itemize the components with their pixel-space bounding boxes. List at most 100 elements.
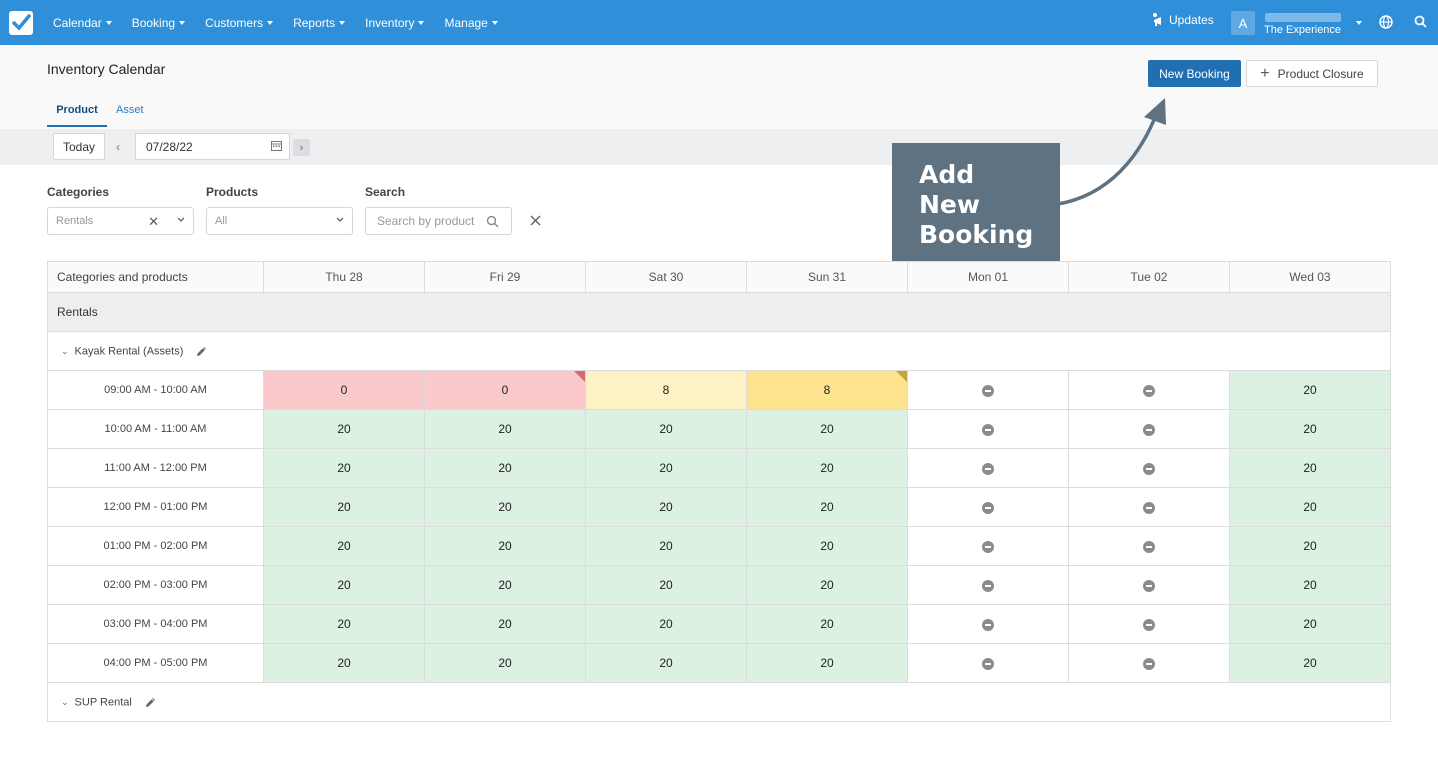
globe-icon[interactable] — [1379, 15, 1393, 29]
page-header — [0, 45, 1438, 129]
time-slot-label: 11:00 AM - 12:00 PM — [47, 448, 264, 488]
availability-cell[interactable]: 20 — [263, 604, 425, 644]
clear-filters-close-icon[interactable] — [529, 214, 542, 227]
nav-calendar[interactable]: Calendar — [53, 16, 112, 30]
closed-cell[interactable] — [1068, 409, 1230, 449]
availability-cell[interactable]: 20 — [746, 526, 908, 566]
updates-button[interactable]: Updates — [1152, 13, 1214, 27]
next-chevron-icon[interactable]: › — [293, 139, 310, 156]
availability-cell[interactable]: 20 — [1229, 604, 1391, 644]
minus-circle-icon — [982, 657, 994, 670]
availability-cell[interactable]: 20 — [585, 526, 747, 566]
search-icon[interactable] — [1414, 15, 1427, 28]
closed-cell[interactable] — [1068, 643, 1230, 683]
closed-cell[interactable] — [907, 409, 1069, 449]
nav-booking[interactable]: Booking — [132, 16, 186, 30]
availability-cell[interactable]: 20 — [424, 487, 586, 527]
availability-cell[interactable]: 20 — [1229, 448, 1391, 488]
closed-cell[interactable] — [907, 448, 1069, 488]
closed-cell[interactable] — [1068, 526, 1230, 566]
availability-cell[interactable]: 20 — [1229, 565, 1391, 605]
annotation-line: Add — [919, 160, 975, 189]
availability-cell[interactable]: 20 — [746, 604, 908, 644]
prev-chevron-icon[interactable]: ‹ — [116, 140, 120, 154]
products-select[interactable]: All — [206, 207, 353, 235]
closed-cell[interactable] — [907, 487, 1069, 527]
availability-cell[interactable]: 20 — [424, 409, 586, 449]
availability-cell[interactable]: 20 — [263, 487, 425, 527]
availability-cell[interactable]: 20 — [263, 565, 425, 605]
avatar[interactable]: A — [1231, 11, 1255, 35]
availability-cell[interactable]: 20 — [1229, 487, 1391, 527]
availability-cell[interactable]: 20 — [585, 565, 747, 605]
availability-cell[interactable]: 20 — [746, 565, 908, 605]
new-booking-button[interactable]: New Booking — [1148, 60, 1241, 87]
availability-count: 20 — [820, 461, 834, 475]
nav-manage[interactable]: Manage — [444, 16, 498, 30]
availability-count: 0 — [501, 383, 509, 397]
availability-cell[interactable]: 20 — [424, 448, 586, 488]
closed-cell[interactable] — [907, 604, 1069, 644]
availability-cell[interactable]: 20 — [263, 643, 425, 683]
availability-count: 20 — [820, 422, 834, 436]
pencil-edit-icon[interactable] — [195, 345, 208, 358]
closed-cell[interactable] — [907, 526, 1069, 566]
product-closure-button[interactable]: + Product Closure — [1246, 60, 1378, 87]
nav-reports[interactable]: Reports — [293, 16, 346, 30]
closed-cell[interactable] — [1068, 604, 1230, 644]
availability-cell[interactable]: 20 — [746, 487, 908, 527]
categories-select[interactable]: Rentals ✕ — [47, 207, 194, 235]
product-row[interactable]: ⌄ SUP Rental — [47, 682, 1391, 722]
time-slot-label: 01:00 PM - 02:00 PM — [47, 526, 264, 566]
nav-inventory[interactable]: Inventory — [365, 16, 425, 30]
availability-cell[interactable]: 20 — [746, 409, 908, 449]
today-button[interactable]: Today — [53, 133, 105, 160]
pencil-edit-icon[interactable] — [144, 696, 157, 709]
closed-cell[interactable] — [907, 643, 1069, 683]
availability-cell[interactable]: 20 — [585, 448, 747, 488]
closed-cell[interactable] — [1068, 565, 1230, 605]
product-row[interactable]: ⌄ Kayak Rental (Assets) — [47, 331, 1391, 371]
availability-cell[interactable]: 20 — [263, 409, 425, 449]
availability-cell[interactable]: 8 — [585, 370, 747, 410]
availability-cell[interactable]: 20 — [424, 643, 586, 683]
clear-icon[interactable]: ✕ — [148, 214, 159, 229]
availability-cell[interactable]: 20 — [1229, 370, 1391, 410]
time-slot-row: 04:00 PM - 05:00 PM 20 20 20 20 20 — [47, 643, 1391, 683]
availability-cell[interactable]: 20 — [424, 526, 586, 566]
availability-cell[interactable]: 20 — [263, 448, 425, 488]
account-name[interactable]: The Experience — [1264, 24, 1342, 36]
product-header[interactable]: ⌄ Kayak Rental (Assets) — [47, 331, 1391, 371]
availability-cell[interactable]: 20 — [746, 643, 908, 683]
closed-cell[interactable] — [907, 565, 1069, 605]
availability-cell[interactable]: 8 — [746, 370, 908, 410]
tab-asset[interactable]: Asset — [116, 104, 144, 116]
app-logo-checkmark-icon[interactable] — [9, 11, 33, 35]
availability-cell[interactable]: 20 — [1229, 643, 1391, 683]
availability-cell[interactable]: 0 — [424, 370, 586, 410]
chevron-down-icon[interactable]: ⌄ — [61, 345, 69, 356]
tab-product[interactable]: Product — [47, 104, 107, 127]
availability-cell[interactable]: 20 — [746, 448, 908, 488]
date-input[interactable]: 07/28/22 — [135, 133, 290, 160]
closed-cell[interactable] — [1068, 487, 1230, 527]
account-chevron-down-icon[interactable] — [1356, 21, 1362, 25]
availability-cell[interactable]: 20 — [585, 409, 747, 449]
closed-cell[interactable] — [1068, 370, 1230, 410]
availability-cell[interactable]: 20 — [1229, 526, 1391, 566]
availability-cell[interactable]: 20 — [585, 604, 747, 644]
availability-cell[interactable]: 0 — [263, 370, 425, 410]
availability-cell[interactable]: 20 — [1229, 409, 1391, 449]
closed-cell[interactable] — [907, 370, 1069, 410]
chevron-down-icon[interactable]: ⌄ — [61, 696, 69, 707]
availability-cell[interactable]: 20 — [585, 487, 747, 527]
nav-customers[interactable]: Customers — [205, 16, 274, 30]
availability-cell[interactable]: 20 — [585, 643, 747, 683]
product-header[interactable]: ⌄ SUP Rental — [47, 682, 1391, 722]
closed-cell[interactable] — [1068, 448, 1230, 488]
availability-cell[interactable]: 20 — [263, 526, 425, 566]
availability-cell[interactable]: 20 — [424, 565, 586, 605]
calendar-icon[interactable] — [271, 140, 282, 151]
availability-cell[interactable]: 20 — [424, 604, 586, 644]
search-input[interactable]: Search by product — [365, 207, 512, 235]
